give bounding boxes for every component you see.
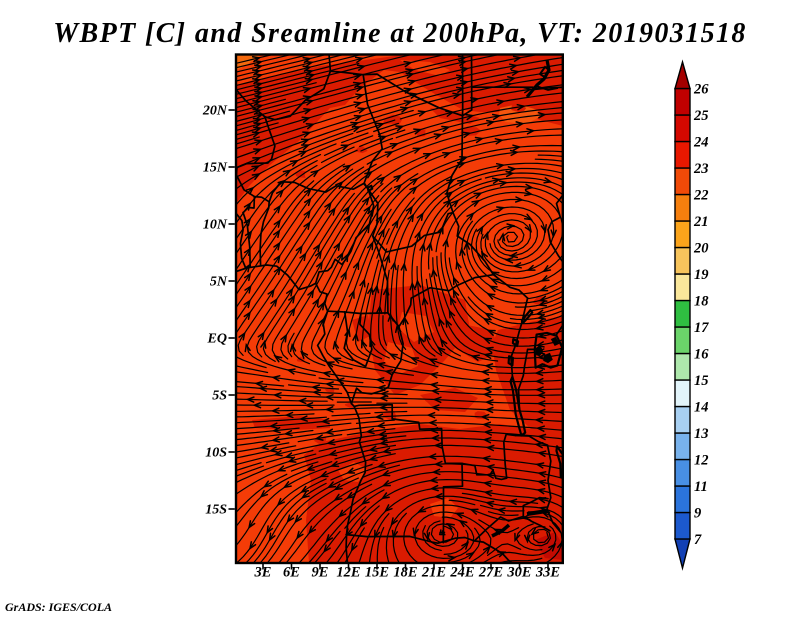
svg-text:33E: 33E bbox=[535, 565, 561, 581]
svg-text:12E: 12E bbox=[336, 565, 361, 581]
svg-text:10N: 10N bbox=[203, 218, 228, 233]
svg-text:9: 9 bbox=[694, 506, 701, 522]
svg-text:12: 12 bbox=[694, 453, 709, 469]
svg-text:18E: 18E bbox=[393, 565, 418, 581]
svg-text:7: 7 bbox=[694, 532, 702, 548]
svg-text:9E: 9E bbox=[312, 565, 329, 581]
svg-text:15S: 15S bbox=[205, 503, 227, 518]
svg-text:24: 24 bbox=[693, 135, 709, 151]
svg-text:GrADS: IGES/COLA: GrADS: IGES/COLA bbox=[5, 600, 112, 614]
svg-text:26: 26 bbox=[693, 82, 709, 98]
svg-text:24E: 24E bbox=[449, 565, 475, 581]
svg-text:10S: 10S bbox=[205, 446, 227, 461]
svg-text:14: 14 bbox=[694, 400, 709, 416]
svg-text:22: 22 bbox=[693, 188, 709, 204]
svg-text:5N: 5N bbox=[210, 275, 228, 290]
svg-text:15: 15 bbox=[694, 373, 709, 389]
svg-text:27E: 27E bbox=[478, 565, 504, 581]
svg-text:15E: 15E bbox=[365, 565, 390, 581]
svg-text:21E: 21E bbox=[421, 565, 447, 581]
svg-text:17: 17 bbox=[694, 320, 709, 336]
svg-text:20: 20 bbox=[693, 241, 709, 257]
svg-text:25: 25 bbox=[693, 108, 709, 124]
svg-text:15N: 15N bbox=[203, 161, 228, 176]
svg-text:3E: 3E bbox=[254, 565, 272, 581]
svg-text:11: 11 bbox=[694, 479, 708, 495]
svg-text:16: 16 bbox=[694, 347, 709, 363]
svg-text:21: 21 bbox=[693, 214, 709, 230]
svg-text:5S: 5S bbox=[212, 389, 227, 404]
svg-text:13: 13 bbox=[694, 426, 709, 442]
svg-text:6E: 6E bbox=[283, 565, 300, 581]
svg-text:23: 23 bbox=[693, 161, 709, 177]
svg-text:18: 18 bbox=[694, 294, 709, 310]
svg-text:EQ: EQ bbox=[207, 332, 227, 347]
svg-text:19: 19 bbox=[694, 267, 709, 283]
svg-text:30E: 30E bbox=[506, 565, 532, 581]
svg-text:WBPT [C] and Sreamline at 200h: WBPT [C] and Sreamline at 200hPa, VT: 20… bbox=[53, 18, 747, 49]
svg-text:20N: 20N bbox=[202, 104, 228, 119]
